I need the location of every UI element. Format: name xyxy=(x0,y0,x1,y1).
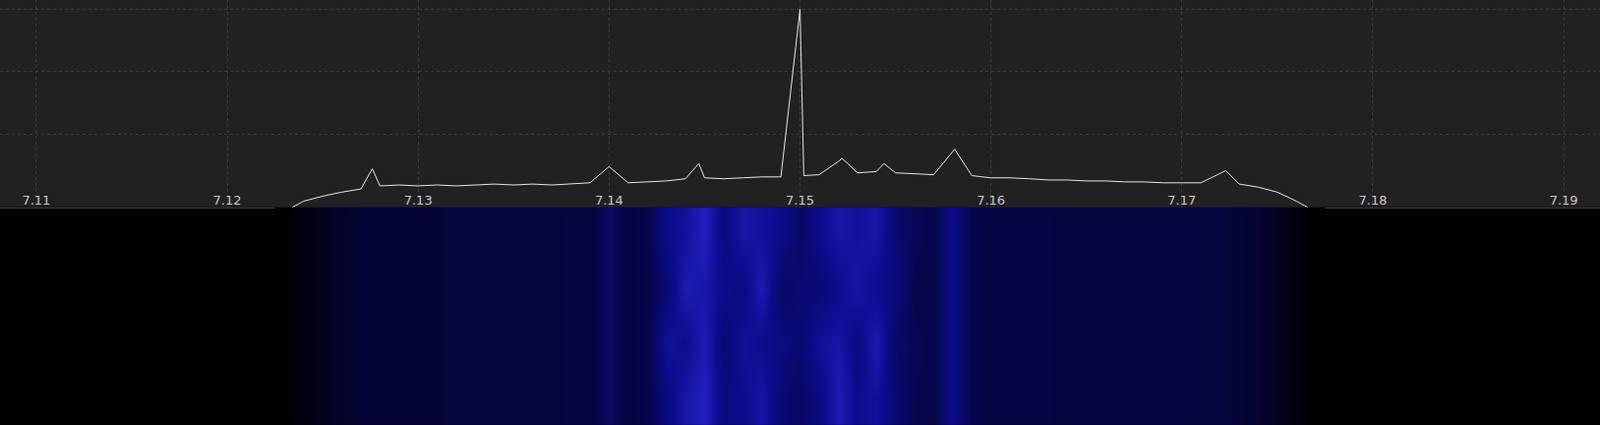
svg-text:7.16: 7.16 xyxy=(976,192,1006,208)
svg-text:7.11: 7.11 xyxy=(21,192,51,208)
svg-text:7.17: 7.17 xyxy=(1167,192,1196,208)
svg-text:7.12: 7.12 xyxy=(213,192,242,208)
svg-text:7.19: 7.19 xyxy=(1549,192,1579,208)
svg-text:7.18: 7.18 xyxy=(1358,192,1387,208)
svg-text:7.14: 7.14 xyxy=(594,192,624,208)
svg-text:7.13: 7.13 xyxy=(404,192,433,208)
svg-text:7.15: 7.15 xyxy=(785,192,815,208)
